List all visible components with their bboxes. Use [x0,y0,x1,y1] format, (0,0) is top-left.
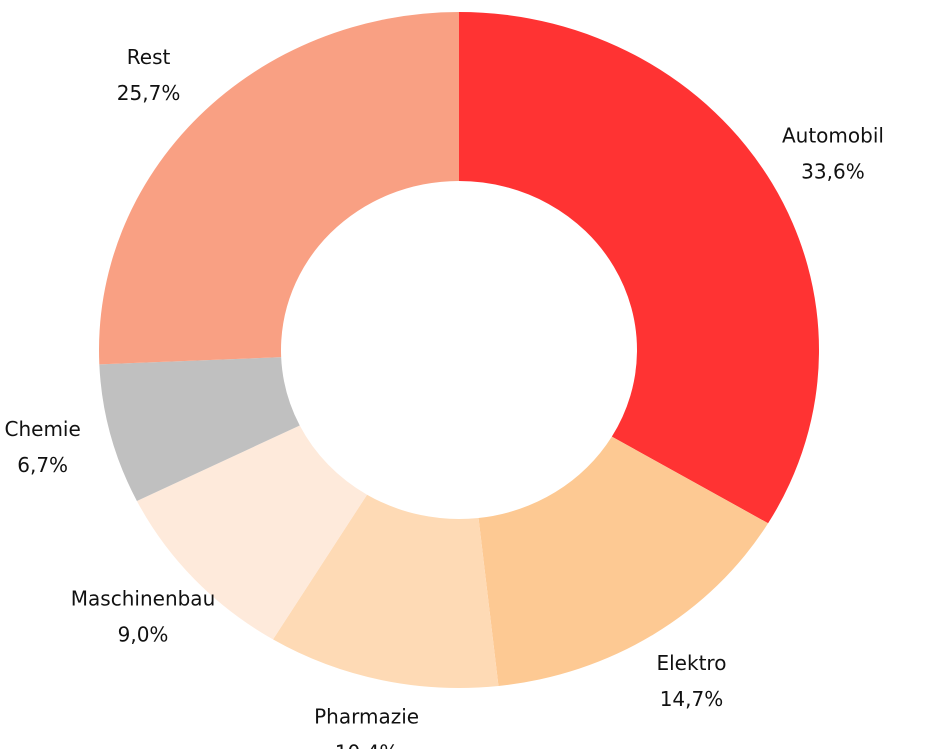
slice-value: 9,0% [118,622,169,646]
donut-slice [98,12,459,365]
slice-label: Automobil [782,124,884,148]
slice-value: 10,4% [335,740,399,749]
slice-value: 14,7% [660,687,724,711]
slice-value: 25,7% [117,81,181,105]
donut-slice [99,357,300,501]
slice-value: 33,6% [801,160,865,184]
slice-label: Chemie [5,417,81,441]
donut-slice [459,12,820,524]
donut-slice [136,425,368,640]
slice-label: Maschinenbau [71,586,215,610]
slice-label: Pharmazie [314,704,419,728]
slice-label: Elektro [656,651,726,675]
donut-slice [478,436,769,686]
slice-value: 6,7% [17,453,68,477]
donut-slice [273,494,499,688]
slice-label: Rest [127,45,171,69]
